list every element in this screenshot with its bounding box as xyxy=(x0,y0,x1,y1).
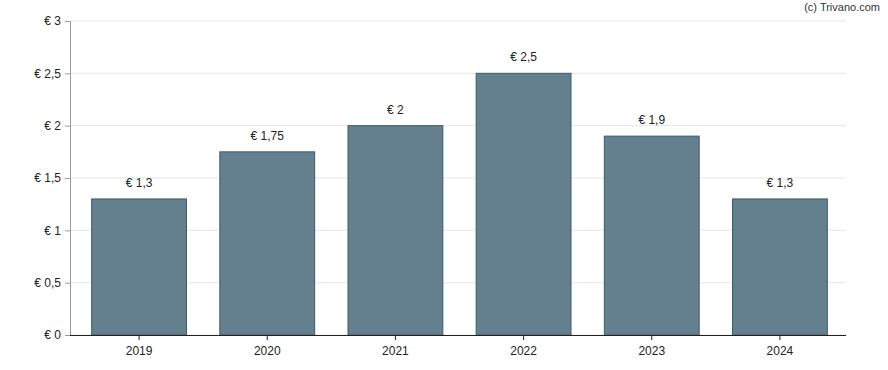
credit: (c) Trivano.com xyxy=(804,1,880,13)
tick-label: 2021 xyxy=(382,344,409,358)
tick: € 0,5 xyxy=(34,276,70,290)
tick-mark xyxy=(65,230,70,231)
data-label: € 1,3 xyxy=(126,176,153,190)
tick: 2019 xyxy=(126,335,153,358)
tick: € 3 xyxy=(44,14,70,28)
tick: 2022 xyxy=(510,335,537,358)
tick-label: € 3 xyxy=(44,14,61,28)
tick: € 2 xyxy=(44,119,70,133)
tick: € 1,5 xyxy=(34,171,70,185)
axis-line xyxy=(65,22,71,336)
x-axis: 2019 2020 2021 2022 2023 2024 xyxy=(70,335,846,358)
tick-mark xyxy=(139,335,140,340)
data-labels: € 1,3 € 1,75 € 2 € 2,5 € 1,9 € 1,3 xyxy=(126,50,794,190)
tick-label: € 0 xyxy=(44,328,61,342)
tick-mark xyxy=(65,178,70,179)
tick-label: € 2 xyxy=(44,119,61,133)
data-label: € 1,75 xyxy=(251,129,285,143)
tick-label: € 1 xyxy=(44,224,61,238)
bar xyxy=(92,199,187,335)
tick-label: € 1,5 xyxy=(34,171,61,185)
bar xyxy=(604,136,699,335)
data-label: € 1,3 xyxy=(767,176,794,190)
tick-mark xyxy=(65,283,70,284)
axis-line xyxy=(70,335,846,336)
grid xyxy=(70,21,846,335)
tick-mark xyxy=(65,126,70,127)
tick: € 0 xyxy=(44,328,70,342)
tick-label: 2020 xyxy=(254,344,281,358)
tick: 2021 xyxy=(382,335,409,358)
tick-label: € 2,5 xyxy=(34,67,61,81)
tick: € 2,5 xyxy=(34,67,70,81)
data-label: € 2 xyxy=(387,103,404,117)
data-label: € 2,5 xyxy=(510,50,537,64)
tick: 2023 xyxy=(638,335,665,358)
tick-label: 2023 xyxy=(638,344,665,358)
tick-mark xyxy=(395,335,396,340)
grid-line xyxy=(70,21,846,22)
tick-mark xyxy=(651,335,652,340)
data-label: € 1,9 xyxy=(638,113,665,127)
tick: 2024 xyxy=(767,335,794,358)
tick-label: 2019 xyxy=(126,344,153,358)
bar xyxy=(476,73,571,335)
annotations: (c) Trivano.com xyxy=(804,1,880,13)
tick-label: € 0,5 xyxy=(34,276,61,290)
tick-mark xyxy=(523,335,524,340)
bar xyxy=(348,126,443,335)
tick: € 1 xyxy=(44,224,70,238)
tick-mark xyxy=(65,335,70,336)
grid-line xyxy=(70,125,846,126)
bars xyxy=(92,73,828,335)
tick-label: 2022 xyxy=(510,344,537,358)
bar xyxy=(220,152,315,335)
bar xyxy=(732,199,827,335)
tick-mark xyxy=(267,335,268,340)
tick-label: 2024 xyxy=(767,344,794,358)
y-axis: € 0 € 0,5 € 1 € 1,5 € 2 € 2,5 € 3 xyxy=(34,14,70,342)
grid-line xyxy=(70,178,846,179)
tick-mark xyxy=(65,21,70,22)
grid-line xyxy=(70,73,846,74)
tick-mark xyxy=(779,335,780,340)
tick-mark xyxy=(65,73,70,74)
tick: 2020 xyxy=(254,335,281,358)
chart: € 0€ 0,5€ 1€ 1,5€ 2€ 2,5€ 32019202020212… xyxy=(0,0,888,370)
